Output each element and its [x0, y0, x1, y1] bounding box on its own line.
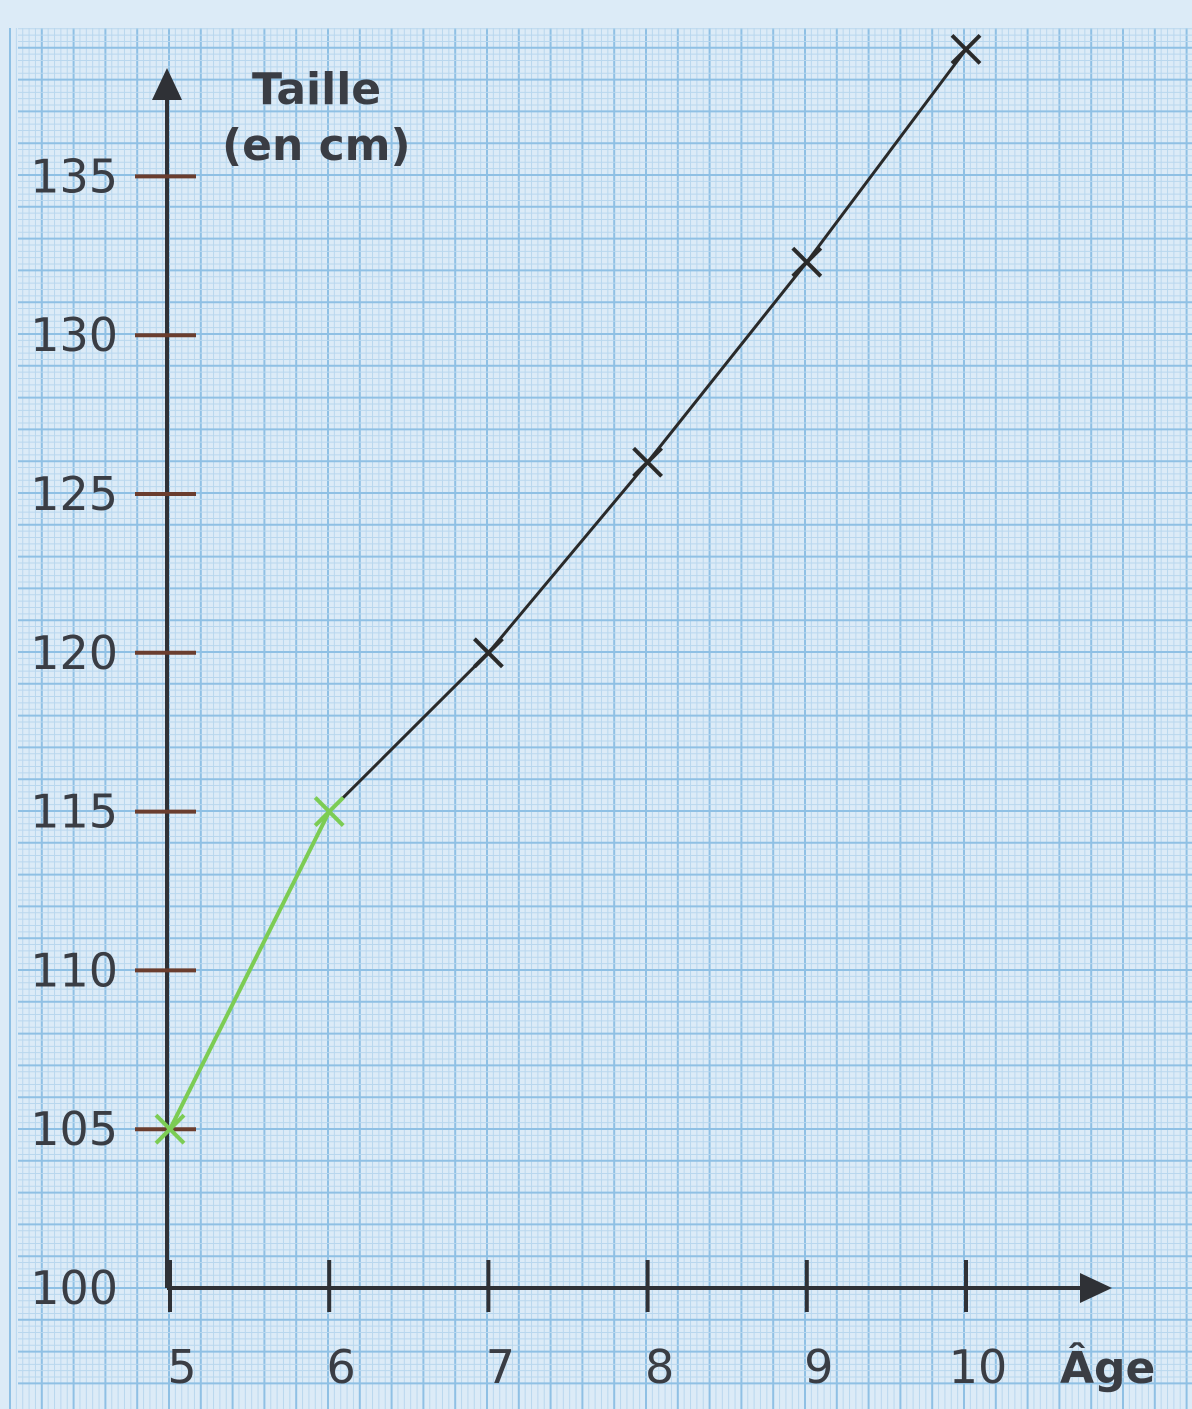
- x-axis-arrow-icon: [1080, 1273, 1112, 1303]
- grid: [9, 28, 1192, 1409]
- data-point-cross-marker: [472, 637, 504, 669]
- x-tick-label: 10: [949, 1340, 1008, 1394]
- data-point-cross-marker: [154, 1113, 186, 1145]
- y-axis-title-line2: (en cm): [222, 120, 411, 171]
- y-tick-label: 125: [30, 467, 118, 521]
- data-point-cross-marker: [791, 246, 823, 278]
- y-tick-label: 135: [30, 149, 118, 203]
- y-tick-label: 100: [30, 1261, 118, 1315]
- x-axis-title: Âge: [1060, 1341, 1155, 1394]
- series-line: [168, 810, 331, 1131]
- y-tick-label: 105: [30, 1102, 118, 1156]
- data-point-cross-marker: [950, 33, 982, 65]
- y-axis-arrow-icon: [152, 68, 182, 100]
- y-tick-label: 110: [30, 943, 118, 997]
- ticks: 100 105 110 115 120 125 130 135 5 6 7 8 9 10: [30, 149, 1007, 1394]
- series-layer: [154, 33, 982, 1145]
- y-tick-label: 115: [30, 785, 118, 839]
- data-point-cross-marker: [632, 446, 664, 478]
- axes: [152, 68, 1112, 1303]
- y-tick-label: 120: [30, 626, 118, 680]
- x-tick-label: 8: [645, 1340, 674, 1394]
- x-tick-label: 5: [167, 1340, 196, 1394]
- y-tick-label: 130: [30, 308, 118, 362]
- x-tick-label: 9: [804, 1340, 833, 1394]
- y-axis-title-line1: Taille: [252, 64, 381, 115]
- data-point-cross-marker: [313, 796, 345, 828]
- x-tick-label: 6: [327, 1340, 356, 1394]
- x-tick-label: 7: [486, 1340, 515, 1394]
